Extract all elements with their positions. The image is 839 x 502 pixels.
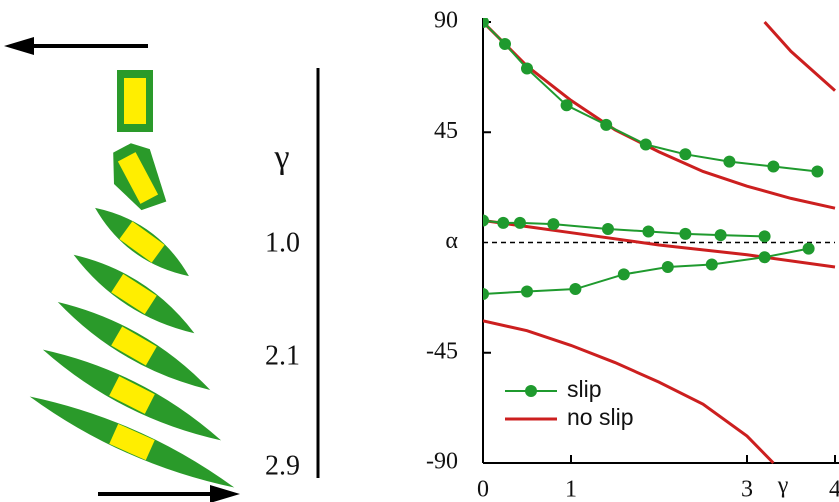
x-axis-label: γ <box>777 473 789 499</box>
gamma-label: γ <box>273 139 289 176</box>
no-slip-curve <box>483 218 836 269</box>
legend-label: slip <box>567 376 602 402</box>
data-point <box>617 268 630 281</box>
legend-label: no slip <box>567 404 633 430</box>
data-point <box>483 214 489 227</box>
data-point <box>639 138 652 151</box>
arrowhead <box>210 485 240 502</box>
clast <box>42 349 222 441</box>
x-tick-label: 3 <box>741 477 753 502</box>
strain-label: 2.9 <box>265 450 300 481</box>
no-slip-curve <box>483 319 775 465</box>
data-point <box>497 216 510 229</box>
arrowhead <box>4 37 34 55</box>
y-tick-label: 45 <box>434 118 458 144</box>
data-point <box>521 285 533 298</box>
data-point <box>758 251 771 264</box>
y-tick-label: 90 <box>434 8 458 34</box>
data-point <box>714 229 727 242</box>
clast <box>73 254 195 334</box>
data-point <box>569 283 582 296</box>
plot-area <box>483 18 836 465</box>
clast <box>113 143 167 211</box>
data-point <box>521 62 533 75</box>
data-point <box>513 216 526 229</box>
strain-label: 1.0 <box>265 227 300 258</box>
data-point <box>600 118 613 131</box>
data-point <box>661 261 674 273</box>
y-tick-label: -45 <box>426 338 458 364</box>
data-point <box>705 258 718 271</box>
clast-core <box>124 78 146 124</box>
data-point <box>547 218 560 231</box>
data-point <box>499 38 511 51</box>
data-point <box>601 223 614 236</box>
data-point <box>723 155 736 168</box>
data-point <box>802 242 815 255</box>
data-point <box>483 287 489 300</box>
y-tick-label: -90 <box>426 449 458 475</box>
x-tick-label: 4 <box>829 477 839 502</box>
clast <box>95 207 189 277</box>
data-point <box>679 227 692 240</box>
strain-label: 2.1 <box>265 340 300 371</box>
data-point <box>767 160 780 173</box>
data-point <box>642 225 655 238</box>
slip-line <box>483 21 818 173</box>
data-point <box>679 148 692 161</box>
data-point <box>483 18 489 28</box>
x-tick-label: 1 <box>565 477 577 502</box>
data-point <box>758 230 771 243</box>
data-point <box>560 99 573 112</box>
no-slip-curve <box>763 20 836 92</box>
y-axis-label: α <box>445 228 458 254</box>
slip-line <box>483 247 809 295</box>
data-point <box>811 165 824 178</box>
x-tick-label: 0 <box>477 477 489 502</box>
clast <box>29 396 235 488</box>
legend-marker <box>525 385 537 397</box>
shear-diagram: γ 1.0 2.1 2.9 <box>4 37 320 502</box>
no-slip-curve <box>483 20 836 210</box>
